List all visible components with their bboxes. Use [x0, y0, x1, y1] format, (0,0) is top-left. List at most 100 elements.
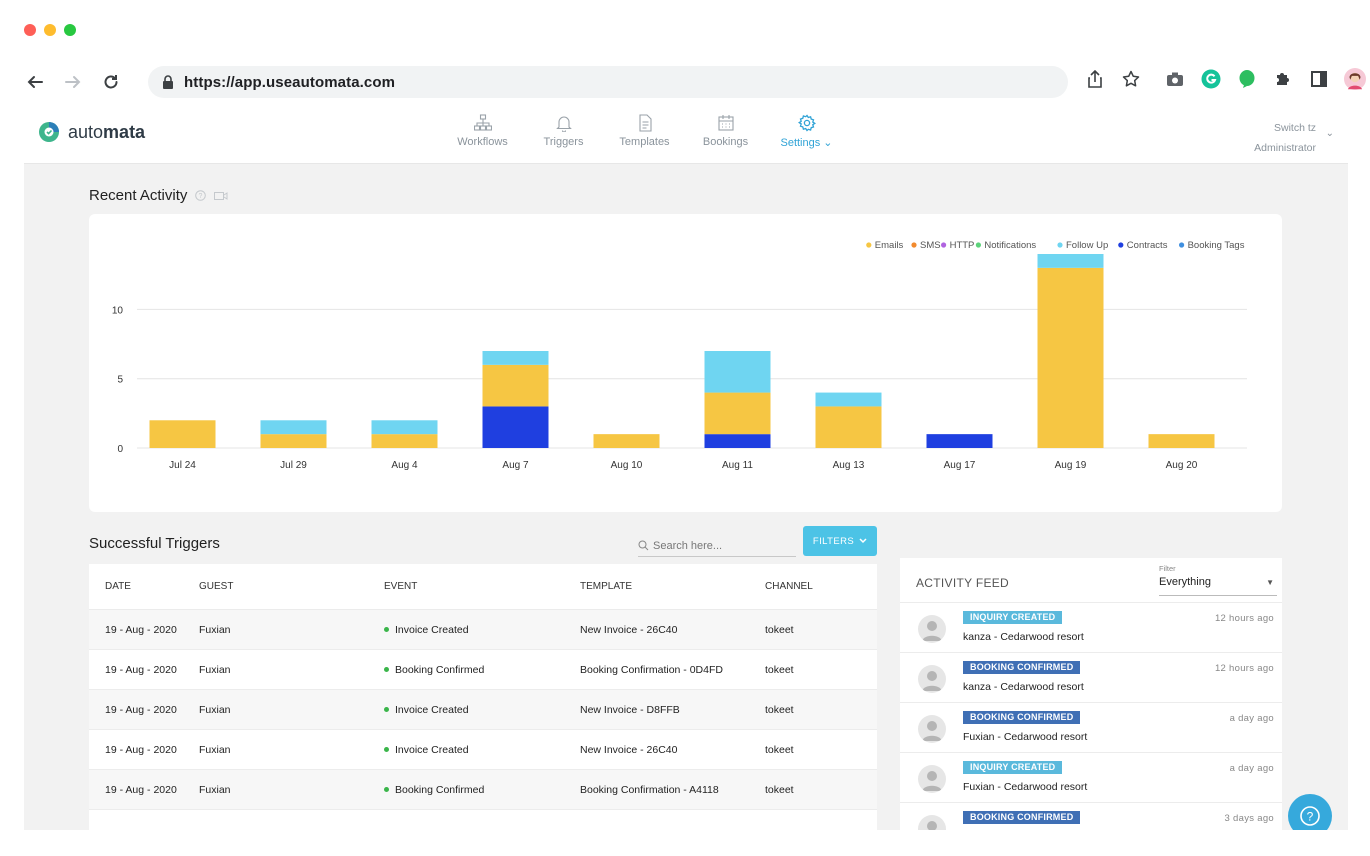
- reload-icon[interactable]: [100, 71, 122, 93]
- main-nav: Workflows Triggers Templates Bookings Se…: [442, 114, 847, 149]
- cell-date: 19 - Aug - 2020: [105, 743, 177, 756]
- activity-feed-list: INQUIRY CREATED kanza - Cedarwood resort 1…: [900, 603, 1282, 830]
- table-row[interactable]: 19 - Aug - 2020 Fuxian Invoice Created New …: [89, 610, 877, 650]
- status-dot-icon: [384, 787, 389, 793]
- grammarly-icon[interactable]: [1200, 68, 1222, 90]
- sidepanel-icon[interactable]: [1308, 68, 1330, 90]
- x-tick-label: Aug 7: [502, 460, 529, 471]
- automata-logo-icon: [39, 122, 59, 142]
- share-icon[interactable]: [1084, 68, 1106, 90]
- x-tick-label: Aug 19: [1055, 460, 1087, 471]
- feed-item-time: 3 days ago: [1224, 813, 1274, 824]
- feed-item[interactable]: BOOKING CONFIRMED kanza - Cedarwood resor…: [900, 653, 1282, 703]
- bar-segment-follow-up: [704, 351, 771, 393]
- address-bar[interactable]: https://app.useautomata.com: [148, 66, 1068, 98]
- forward-arrow-icon[interactable]: [62, 71, 84, 93]
- feed-item[interactable]: INQUIRY CREATED Fuxian - Cedarwood resort…: [900, 753, 1282, 803]
- feed-item[interactable]: BOOKING CONFIRMED 3 days ago: [900, 803, 1282, 830]
- nav-templates-label: Templates: [619, 136, 670, 148]
- cell-guest: Fuxian: [199, 783, 231, 796]
- bar-segment-emails: [260, 434, 327, 448]
- feed-item-time: 12 hours ago: [1214, 663, 1274, 674]
- puzzle-extensions-icon[interactable]: [1272, 68, 1294, 90]
- column-header-event[interactable]: EVENT: [384, 581, 418, 592]
- bar-segment-follow-up: [371, 420, 438, 435]
- nav-triggers[interactable]: Triggers: [523, 114, 604, 149]
- evernote-icon[interactable]: [1236, 68, 1258, 90]
- avatar: [918, 715, 946, 743]
- avatar: [918, 665, 946, 693]
- bookmark-star-icon[interactable]: [1120, 68, 1142, 90]
- bar-segment-follow-up: [482, 351, 549, 365]
- cell-event: Invoice Created: [384, 704, 580, 716]
- cell-channel: tokeet: [765, 663, 794, 676]
- table-row[interactable]: 19 - Aug - 2020 Fuxian Invoice Created New …: [89, 690, 877, 730]
- filters-button[interactable]: FILTERS: [803, 526, 877, 556]
- video-icon[interactable]: [214, 191, 228, 201]
- status-badge: INQUIRY CREATED: [963, 761, 1063, 774]
- camera-extension-icon[interactable]: [1164, 68, 1186, 90]
- user-menu[interactable]: Switch tz Administrator: [1254, 118, 1316, 158]
- nav-triggers-label: Triggers: [543, 136, 584, 148]
- nav-bookings[interactable]: Bookings: [685, 114, 766, 149]
- table-header: DATE GUEST EVENT TEMPLATE CHANNEL: [89, 564, 877, 610]
- recent-activity-heading: Recent Activity ?: [89, 187, 228, 204]
- cell-date: 19 - Aug - 2020: [105, 663, 177, 676]
- activity-feed-header: ACTIVITY FEED Filter Everything ▼: [900, 558, 1282, 603]
- table-row[interactable]: 19 - Aug - 2020 Fuxian Invoice Created New …: [89, 730, 877, 770]
- profile-avatar[interactable]: [1344, 68, 1366, 90]
- app-viewport: automata Workflows Triggers Templates: [24, 106, 1348, 830]
- bell-icon: [555, 116, 572, 132]
- table-body: 19 - Aug - 2020 Fuxian Invoice Created New …: [89, 610, 877, 810]
- column-header-template[interactable]: TEMPLATE: [580, 581, 633, 592]
- cell-template: Booking Confirmation - 0D4FD: [580, 663, 723, 676]
- extensions-bar: [1084, 68, 1370, 90]
- chevron-down-icon: [859, 538, 867, 544]
- column-header-channel[interactable]: CHANNEL: [765, 581, 813, 592]
- back-arrow-icon[interactable]: [24, 71, 46, 93]
- table-row[interactable]: 19 - Aug - 2020 Fuxian Booking Confirmed Bo…: [89, 770, 877, 810]
- search-input[interactable]: Search here...: [638, 535, 796, 557]
- bar-segment-emails: [815, 406, 882, 448]
- feed-item-text: Fuxian - Cedarwood resort: [963, 731, 1088, 743]
- feed-item-time: a day ago: [1229, 763, 1274, 774]
- feed-item-text: Fuxian - Cedarwood resort: [963, 781, 1088, 793]
- help-circle-icon[interactable]: ?: [195, 190, 207, 201]
- cell-channel: tokeet: [765, 703, 794, 716]
- legend-label: Contracts: [1127, 240, 1168, 251]
- nav-settings[interactable]: Settings ⌄: [766, 114, 847, 149]
- close-window-button[interactable]: [24, 24, 36, 36]
- x-tick-label: Aug 13: [833, 460, 865, 471]
- automata-logo[interactable]: automata: [38, 121, 145, 143]
- cell-event: Invoice Created: [384, 744, 580, 756]
- feed-item[interactable]: INQUIRY CREATED kanza - Cedarwood resort 1…: [900, 603, 1282, 653]
- x-tick-label: Aug 11: [722, 460, 753, 471]
- cell-event: Booking Confirmed: [384, 664, 580, 676]
- user-menu-chevron-icon[interactable]: ⌄: [1325, 128, 1334, 139]
- legend-swatch: [975, 242, 982, 248]
- column-header-guest[interactable]: GUEST: [199, 581, 234, 592]
- logo-text: automata: [68, 121, 146, 142]
- lock-icon: [163, 75, 173, 89]
- bar-segment-follow-up: [260, 420, 327, 435]
- help-chat-button[interactable]: ?: [1288, 794, 1332, 830]
- y-tick-label: 10: [112, 305, 124, 316]
- document-icon: [638, 114, 652, 132]
- nav-workflows[interactable]: Workflows: [442, 114, 523, 149]
- legend-swatch: [911, 242, 917, 248]
- recent-activity-title: Recent Activity: [89, 187, 188, 204]
- column-header-date[interactable]: DATE: [105, 581, 131, 592]
- bar-segment-emails: [371, 434, 438, 448]
- maximize-window-button[interactable]: [64, 24, 76, 36]
- nav-templates[interactable]: Templates: [604, 114, 685, 149]
- status-badge: INQUIRY CREATED: [963, 611, 1063, 624]
- bar-segment-emails: [149, 420, 216, 448]
- feed-filter-label: Filter: [1159, 564, 1176, 573]
- status-dot-icon: [384, 707, 389, 713]
- minimize-window-button[interactable]: [44, 24, 56, 36]
- legend-swatch: [941, 242, 947, 248]
- feed-item[interactable]: BOOKING CONFIRMED Fuxian - Cedarwood reso…: [900, 703, 1282, 753]
- bar-segment-emails: [1148, 434, 1215, 448]
- table-row[interactable]: 19 - Aug - 2020 Fuxian Booking Confirmed Bo…: [89, 650, 877, 690]
- feed-filter-select[interactable]: Everything ▼: [1159, 576, 1277, 596]
